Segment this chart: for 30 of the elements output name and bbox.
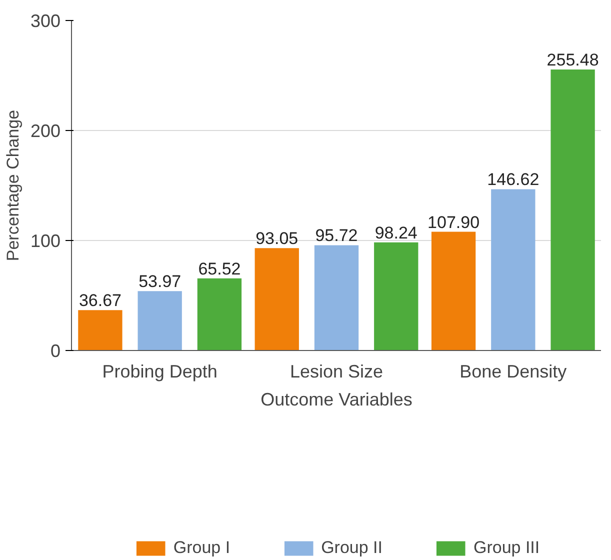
bar	[78, 310, 122, 350]
legend-label: Group I	[173, 538, 230, 558]
data-label: 53.97	[138, 272, 182, 292]
bar	[431, 232, 476, 350]
x-axis-title: Outcome Variables	[260, 390, 412, 410]
bar	[197, 278, 242, 350]
y-tick-label: 200	[30, 121, 61, 141]
x-tick-label: Lesion Size	[290, 362, 384, 382]
data-label: 98.24	[374, 223, 418, 242]
bar	[491, 189, 536, 350]
legend-label: Group III	[473, 538, 540, 558]
x-tick-label: Bone Density	[460, 362, 567, 382]
y-tick-label: 300	[30, 11, 61, 31]
data-label: 95.72	[315, 226, 358, 246]
bar	[138, 291, 182, 350]
data-label: 36.67	[78, 291, 122, 310]
legend-label: Group II	[321, 538, 382, 558]
data-label: 255.48	[546, 50, 599, 70]
y-tick-label: 100	[30, 231, 61, 251]
bar	[374, 242, 418, 350]
bar	[314, 245, 359, 350]
bar	[550, 69, 595, 350]
data-label: 93.05	[256, 229, 298, 248]
x-tick-label: Probing Depth	[102, 362, 218, 382]
y-axis-title: Percentage Change	[3, 110, 22, 262]
data-label: 65.52	[198, 259, 241, 278]
data-label: 146.62	[487, 170, 540, 190]
y-tick-label: 0	[50, 341, 61, 361]
data-label: 107.90	[428, 212, 480, 232]
bar	[254, 248, 299, 350]
